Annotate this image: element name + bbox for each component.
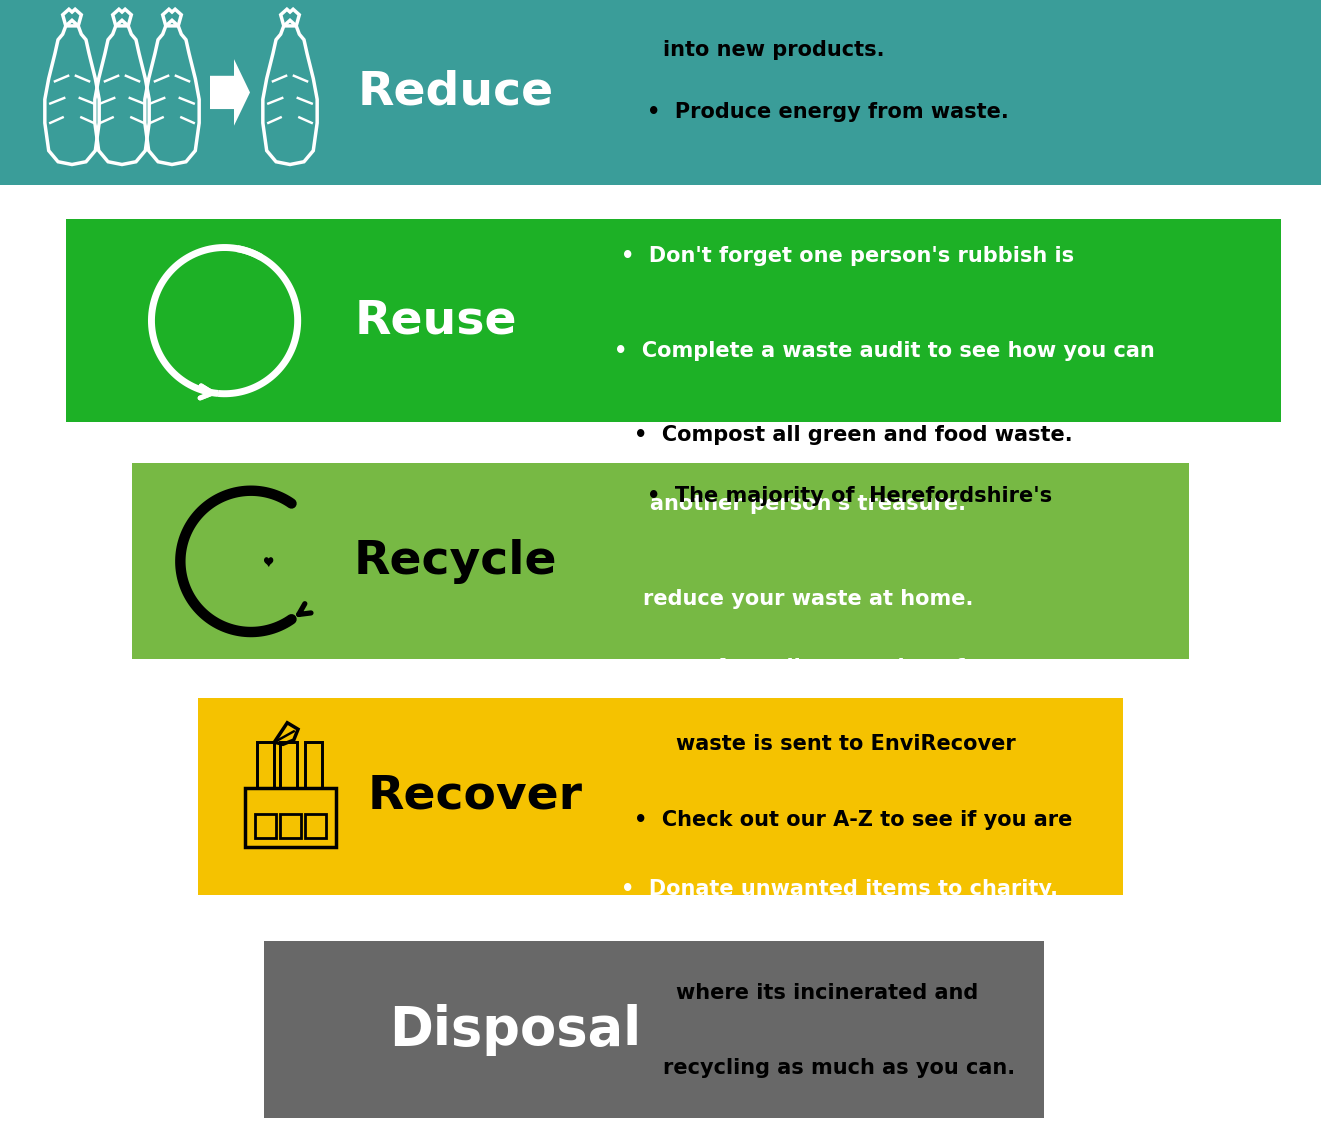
Bar: [0, 0, 1321, 185]
Text: Herefordshire's waste: Herefordshire's waste: [687, 906, 976, 925]
Polygon shape: [210, 59, 250, 126]
Bar: [264, 941, 1044, 1118]
Bar: [66, 219, 1281, 422]
Text: Reduce: Reduce: [358, 70, 553, 115]
Text: •  Check out our A-Z to see if you are: • Check out our A-Z to see if you are: [634, 810, 1073, 830]
Text: reduce your waste at home.: reduce your waste at home.: [614, 589, 974, 609]
Text: •  Compost all green and food waste.: • Compost all green and food waste.: [634, 424, 1073, 445]
Bar: [198, 698, 1123, 895]
Text: •  The majority of  Herefordshire's: • The majority of Herefordshire's: [647, 486, 1053, 507]
Text: •  Don't forget one person's rubbish is: • Don't forget one person's rubbish is: [621, 246, 1074, 266]
Text: another person's treasure.: another person's treasure.: [621, 494, 966, 515]
Text: •  A small proportion of: • A small proportion of: [687, 657, 964, 678]
Text: •  Complete a waste audit to see how you can: • Complete a waste audit to see how you …: [614, 340, 1155, 361]
Bar: [132, 463, 1189, 659]
Polygon shape: [264, 558, 272, 566]
Text: recycling as much as you can.: recycling as much as you can.: [634, 1058, 1016, 1078]
Text: into new products.: into new products.: [634, 40, 885, 60]
Text: where its incinerated and: where its incinerated and: [647, 982, 979, 1003]
Text: Disposal: Disposal: [390, 1004, 641, 1055]
Text: waste is sent to EnviRecover: waste is sent to EnviRecover: [647, 735, 1016, 754]
Text: Reuse: Reuse: [354, 298, 518, 343]
Text: •  Produce energy from waste.: • Produce energy from waste.: [647, 102, 1009, 122]
Text: Recover: Recover: [369, 774, 583, 819]
Text: •  Donate unwanted items to charity.: • Donate unwanted items to charity.: [621, 879, 1058, 899]
Text: Recycle: Recycle: [354, 539, 557, 584]
